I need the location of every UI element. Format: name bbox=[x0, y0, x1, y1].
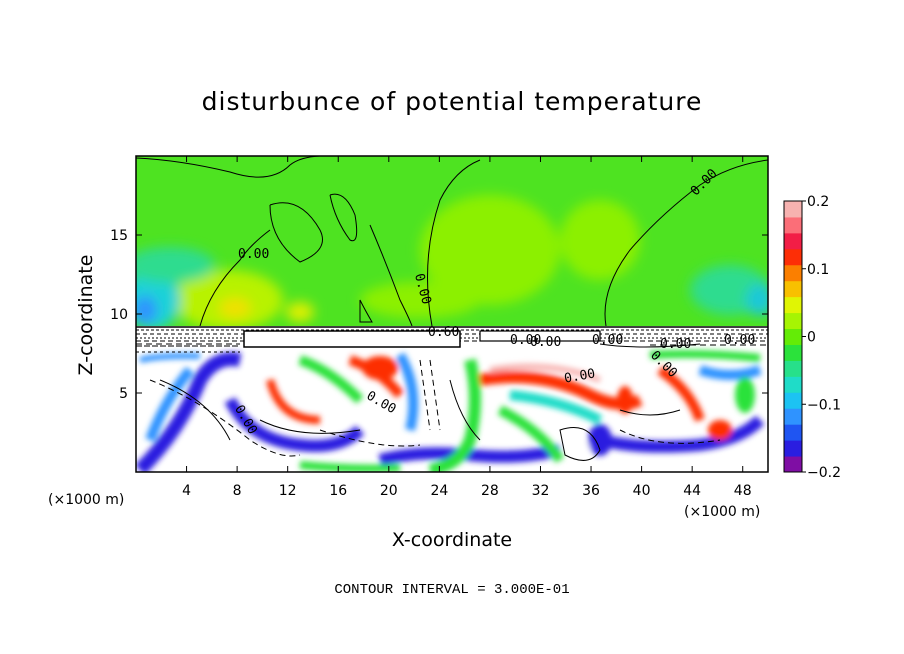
x-tick-label: 4 bbox=[182, 483, 191, 499]
lower-anomalies bbox=[136, 350, 765, 472]
x-tick-label: 36 bbox=[582, 483, 600, 499]
contour-label: 0.00 bbox=[592, 333, 623, 348]
contour-label: 0.00 bbox=[563, 366, 596, 386]
colorbar-swatch bbox=[784, 344, 802, 361]
x-tick-label: 20 bbox=[380, 483, 398, 499]
colorbar-swatch bbox=[784, 408, 802, 425]
colorbar-swatch bbox=[784, 280, 802, 298]
colorbar-swatch bbox=[784, 376, 802, 393]
colorbar-swatch bbox=[784, 424, 802, 441]
y-axis-title: Z-coordinate bbox=[75, 255, 97, 376]
x-unit-left: (×1000 m) bbox=[48, 492, 124, 508]
colorbar-swatch bbox=[784, 232, 802, 250]
colorbar-tick-label: 0.1 bbox=[807, 262, 829, 278]
x-unit-right: (×1000 m) bbox=[684, 504, 760, 520]
x-axis-title: X-coordinate bbox=[392, 529, 512, 551]
contour-label: 0.00 bbox=[530, 335, 561, 350]
x-tick-label: 48 bbox=[734, 483, 752, 499]
contour-label: 0.00 bbox=[724, 333, 755, 348]
upper-anomalies bbox=[136, 195, 768, 330]
colorbar-swatch bbox=[784, 312, 802, 330]
x-axis: 4 8 12 16 20 24 28 32 36 40 44 48 bbox=[182, 156, 752, 499]
interface-lines bbox=[136, 326, 768, 353]
x-tick-label: 12 bbox=[279, 483, 297, 499]
colorbar bbox=[783, 200, 803, 473]
y-axis: 5 10 15 bbox=[110, 228, 768, 402]
colorbar-tick-label: −0.2 bbox=[807, 465, 841, 481]
colorbar-swatch bbox=[784, 296, 802, 314]
contour-lines bbox=[136, 156, 768, 461]
contour-label: 0.00 bbox=[660, 337, 691, 352]
chart-title: disturbunce of potential temperature bbox=[202, 87, 703, 116]
colorbar-tick-label: 0 bbox=[807, 330, 816, 346]
contour-label: 0.00 bbox=[238, 247, 269, 262]
colorbar-swatch bbox=[784, 328, 802, 345]
x-tick-label: 40 bbox=[633, 483, 651, 499]
colorbar-ticks: 0.2 0.1 0 −0.1 −0.2 bbox=[802, 194, 841, 481]
colorbar-swatch bbox=[784, 392, 802, 409]
colorbar-swatch bbox=[784, 248, 802, 266]
x-tick-label: 28 bbox=[481, 483, 499, 499]
x-tick-label: 44 bbox=[683, 483, 701, 499]
contour-interval: CONTOUR INTERVAL = 3.000E-01 bbox=[334, 582, 569, 598]
colorbar-swatch bbox=[784, 456, 802, 473]
x-tick-label: 32 bbox=[532, 483, 550, 499]
colorbar-swatch bbox=[784, 440, 802, 457]
colorbar-swatch bbox=[784, 264, 802, 282]
heatmap-field bbox=[136, 156, 768, 472]
colorbar-swatch bbox=[784, 216, 802, 234]
contour-label: 0.00 bbox=[510, 333, 541, 348]
colorbar-tick-label: 0.2 bbox=[807, 194, 829, 210]
colorbar-swatch bbox=[784, 360, 802, 377]
x-tick-label: 24 bbox=[430, 483, 448, 499]
contour-label: 0.60 bbox=[428, 325, 459, 340]
colorbar-swatch bbox=[784, 201, 802, 218]
y-tick-label: 5 bbox=[119, 386, 128, 402]
y-tick-label: 10 bbox=[110, 307, 128, 323]
x-tick-label: 16 bbox=[329, 483, 347, 499]
colorbar-tick-label: −0.1 bbox=[807, 397, 841, 413]
y-tick-label: 15 bbox=[110, 228, 128, 244]
x-tick-label: 8 bbox=[233, 483, 242, 499]
